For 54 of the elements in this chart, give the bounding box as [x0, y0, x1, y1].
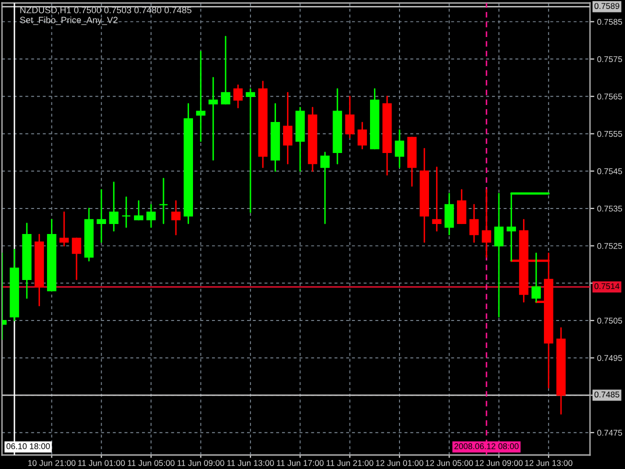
ref-line-label: 0.7514 — [594, 283, 620, 290]
candlestick — [233, 84, 243, 108]
x-tick-label: 11 Jun 13:00 — [227, 460, 274, 466]
candlestick — [96, 189, 106, 243]
candlestick — [134, 200, 144, 220]
x-tick-label: 12 Jun 09:00 — [475, 460, 523, 466]
candlestick — [345, 96, 354, 138]
candlestick — [171, 200, 181, 236]
candlestick — [394, 129, 404, 168]
candlestick — [196, 50, 206, 142]
candlestick — [469, 204, 479, 243]
candlestick — [158, 178, 168, 224]
candlestick — [444, 192, 454, 236]
y-tick-label: 0.7475 — [597, 430, 622, 436]
candlestick — [72, 238, 82, 280]
ref-line-label: 0.7485 — [594, 392, 620, 398]
candlestick — [146, 204, 156, 228]
ref-line-label: 2008.06.12 08:00 — [454, 443, 519, 450]
x-tick-label: 12 Jun 13:00 — [525, 460, 572, 466]
candlestick — [220, 36, 230, 105]
chart-title: NZDUSD,H1 0.7500 0.7503 0.7480 0.7485 — [20, 6, 192, 14]
candlestick — [532, 252, 541, 303]
candlestick — [283, 92, 292, 164]
ref-line-label: 0.7589 — [594, 3, 620, 9]
y-tick-label: 0.7585 — [597, 18, 622, 25]
y-tick-label: 0.7535 — [597, 206, 622, 212]
x-tick-label: 11 Jun 01:00 — [78, 460, 125, 466]
x-tick-label: 10 Jun 21:00 — [28, 460, 76, 466]
x-tick-label: 11 Jun 21:00 — [326, 460, 374, 466]
y-tick-label: 0.7565 — [597, 94, 622, 100]
x-tick-label: 12 Jun 01:00 — [376, 460, 424, 466]
y-tick-label: 0.7575 — [597, 56, 622, 62]
candlestick — [109, 182, 118, 232]
y-tick-label: 0.7505 — [597, 318, 622, 324]
candlestick — [482, 189, 492, 258]
ref-line-label: 06.10 18:00 — [6, 443, 50, 450]
candlestick — [494, 192, 504, 318]
candlestick — [59, 211, 69, 247]
candlestick — [456, 189, 466, 224]
x-tick-label: 11 Jun 17:00 — [276, 460, 324, 466]
x-tick-label: 11 Jun 09:00 — [178, 460, 224, 466]
x-tick-label: 12 Jun 05:00 — [426, 460, 473, 466]
y-tick-label: 0.7545 — [597, 168, 622, 174]
y-tick-label: 0.7495 — [597, 355, 622, 361]
candlestick — [320, 152, 330, 224]
y-tick-label: 0.7525 — [597, 243, 622, 249]
candlestick — [122, 196, 131, 228]
candlestick — [246, 88, 256, 213]
text: Set_Fibo_Price_Any_V2 — [20, 16, 118, 25]
candlestick — [208, 77, 218, 161]
x-tick-label: 11 Jun 05:00 — [128, 460, 175, 466]
y-tick-label: 0.7555 — [597, 130, 622, 137]
candlestick — [432, 166, 442, 232]
candlestick — [358, 122, 367, 150]
